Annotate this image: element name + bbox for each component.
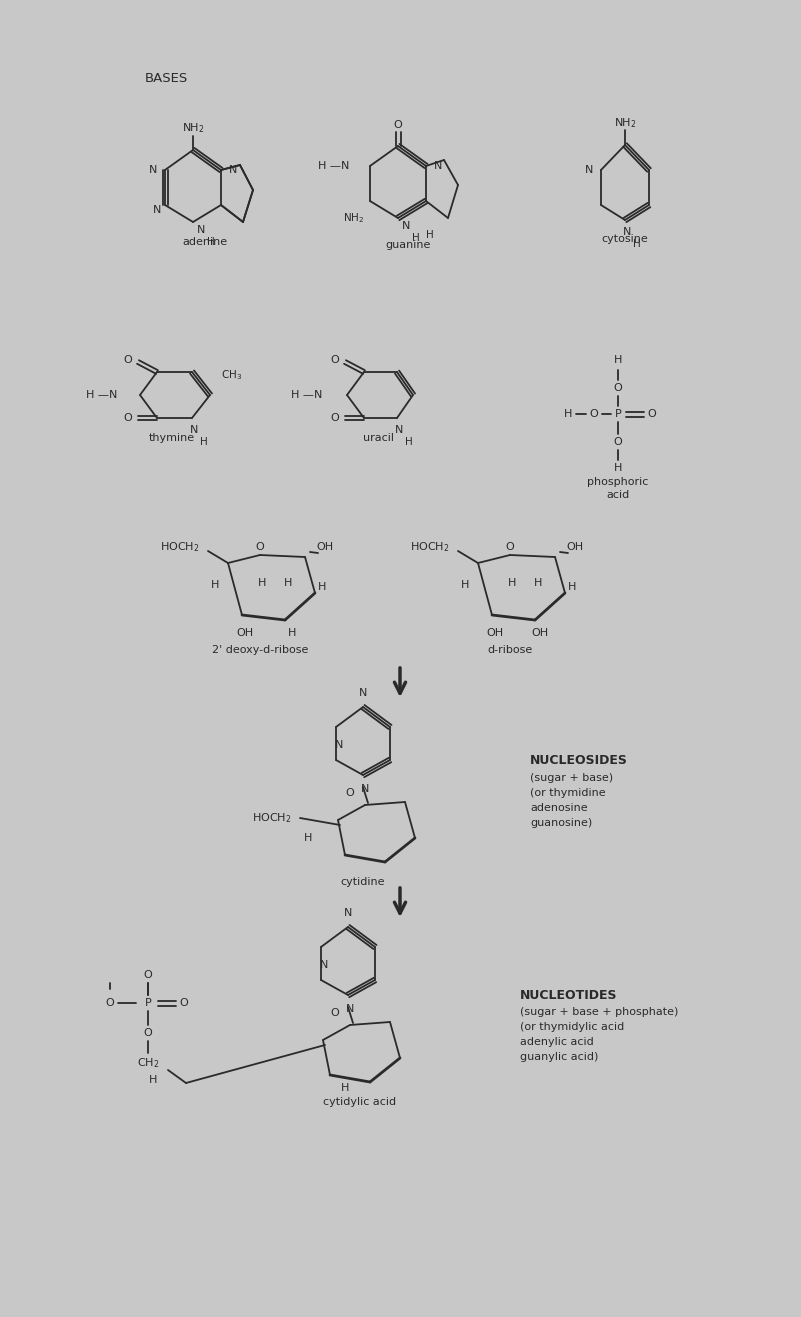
Text: (or thymidine: (or thymidine <box>530 788 606 798</box>
Text: N: N <box>585 165 594 175</box>
Text: H: H <box>461 579 469 590</box>
Text: NUCLEOSIDES: NUCLEOSIDES <box>530 753 628 766</box>
Text: H: H <box>258 578 266 587</box>
Text: O: O <box>331 414 340 423</box>
Text: H: H <box>508 578 516 587</box>
Text: H —N: H —N <box>292 390 323 400</box>
Text: O: O <box>614 383 622 392</box>
Text: H: H <box>340 1083 349 1093</box>
Text: H: H <box>568 582 576 593</box>
Text: HOCH$_2$: HOCH$_2$ <box>252 811 292 824</box>
Text: OH: OH <box>486 628 504 637</box>
Text: H: H <box>614 356 622 365</box>
Text: NH$_2$: NH$_2$ <box>344 211 364 225</box>
Text: H —N: H —N <box>87 390 118 400</box>
Text: P: P <box>614 410 622 419</box>
Text: N: N <box>359 687 367 698</box>
Text: cytidylic acid: cytidylic acid <box>324 1097 396 1108</box>
Text: OH: OH <box>566 543 584 552</box>
Text: O: O <box>331 1008 340 1018</box>
Text: NH$_2$: NH$_2$ <box>182 121 204 134</box>
Text: (sugar + base): (sugar + base) <box>530 773 613 784</box>
Text: OH: OH <box>236 628 254 637</box>
Text: O: O <box>106 998 115 1008</box>
Text: O: O <box>256 543 264 552</box>
Text: O: O <box>505 543 514 552</box>
Text: O: O <box>345 788 354 798</box>
Text: O: O <box>648 410 656 419</box>
Text: OH: OH <box>316 543 333 552</box>
Text: NH$_2$: NH$_2$ <box>614 116 636 130</box>
Text: OH: OH <box>531 628 549 637</box>
Text: adenine: adenine <box>183 237 227 248</box>
Text: N: N <box>190 425 198 435</box>
Text: H: H <box>318 582 326 593</box>
Text: N: N <box>335 740 343 749</box>
Text: H: H <box>288 628 296 637</box>
Text: CH$_2$: CH$_2$ <box>137 1056 159 1069</box>
Text: phosphoric: phosphoric <box>587 477 649 487</box>
Text: N: N <box>153 205 161 215</box>
Text: H: H <box>614 464 622 473</box>
Text: guanine: guanine <box>385 240 431 250</box>
Text: N: N <box>346 1004 354 1014</box>
Text: acid: acid <box>606 490 630 500</box>
Text: N: N <box>395 425 403 435</box>
Text: adenosine: adenosine <box>530 803 588 813</box>
Text: CH$_3$: CH$_3$ <box>221 367 243 382</box>
Text: H: H <box>284 578 292 587</box>
Text: NUCLEOTIDES: NUCLEOTIDES <box>520 989 618 1001</box>
Text: O: O <box>393 120 402 130</box>
Text: N: N <box>229 165 237 175</box>
Text: N: N <box>149 165 157 175</box>
Text: H: H <box>211 579 219 590</box>
Text: H: H <box>564 410 572 419</box>
Text: N: N <box>434 161 442 171</box>
Text: O: O <box>590 410 598 419</box>
Text: HOCH$_2$: HOCH$_2$ <box>160 540 199 554</box>
Text: H: H <box>413 233 420 244</box>
Text: guanosine): guanosine) <box>530 818 592 828</box>
Text: (sugar + base + phosphate): (sugar + base + phosphate) <box>520 1008 678 1017</box>
Text: N: N <box>402 221 410 230</box>
Text: H: H <box>426 230 434 240</box>
Text: H —N: H —N <box>318 161 350 171</box>
Text: O: O <box>123 356 132 365</box>
Text: N: N <box>320 960 328 971</box>
Text: BASES: BASES <box>145 71 188 84</box>
Text: O: O <box>614 437 622 446</box>
Text: O: O <box>143 1029 152 1038</box>
Text: H: H <box>304 832 312 843</box>
Text: H: H <box>200 437 208 446</box>
Text: HOCH$_2$: HOCH$_2$ <box>410 540 449 554</box>
Text: cytosine: cytosine <box>602 234 648 244</box>
Text: H: H <box>405 437 413 446</box>
Text: H: H <box>207 237 215 248</box>
Text: N: N <box>623 227 631 237</box>
Text: P: P <box>145 998 151 1008</box>
Text: O: O <box>123 414 132 423</box>
Text: O: O <box>331 356 340 365</box>
Text: O: O <box>179 998 188 1008</box>
Text: N: N <box>344 907 352 918</box>
Text: thymine: thymine <box>149 433 195 443</box>
Text: H: H <box>633 238 641 249</box>
Text: H: H <box>533 578 542 587</box>
Text: d-ribose: d-ribose <box>487 645 533 655</box>
Text: H: H <box>149 1075 157 1085</box>
Text: uracil: uracil <box>364 433 395 443</box>
Text: adenylic acid: adenylic acid <box>520 1036 594 1047</box>
Text: 2' deoxy-d-ribose: 2' deoxy-d-ribose <box>211 645 308 655</box>
Text: guanylic acid): guanylic acid) <box>520 1052 598 1062</box>
Text: N: N <box>360 784 369 794</box>
Text: (or thymidylic acid: (or thymidylic acid <box>520 1022 624 1033</box>
Text: cytidine: cytidine <box>340 877 385 888</box>
Text: O: O <box>143 971 152 980</box>
Text: N: N <box>197 225 205 234</box>
